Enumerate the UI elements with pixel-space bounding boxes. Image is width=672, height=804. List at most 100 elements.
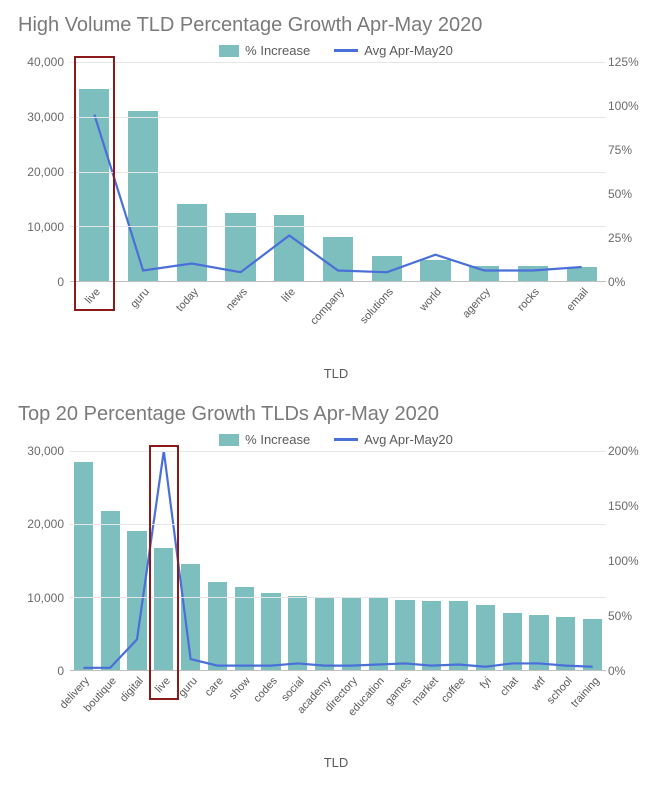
y-tick-label: 30,000 (16, 110, 64, 124)
gridline (70, 117, 606, 118)
x-tick-label: guru (128, 286, 152, 310)
legend-label: Avg Apr-May20 (364, 432, 453, 447)
y-tick-label: 10,000 (16, 220, 64, 234)
x-tick-label: email (564, 286, 591, 314)
x-tick-label: fyi (478, 675, 494, 691)
plot-area (70, 451, 606, 671)
legend-label: Avg Apr-May20 (364, 43, 453, 58)
chart-body: 010,00020,00030,00040,000 0%25%50%75%100… (16, 62, 656, 322)
legend-item-line: Avg Apr-May20 (334, 43, 453, 58)
bar (261, 593, 280, 670)
bar (342, 598, 361, 670)
x-tick-label: show (227, 675, 253, 702)
x-tick-label: care (203, 675, 226, 699)
swatch-bar-icon (219, 434, 239, 446)
x-tick-label: digital (118, 675, 146, 704)
x-tick-label: live (83, 286, 103, 306)
bar (79, 89, 109, 281)
y-tick-label: 0 (16, 664, 64, 678)
y-right-axis: 0%25%50%75%100%125% (608, 62, 656, 282)
gridline (70, 597, 606, 598)
chart-title: Top 20 Percentage Growth TLDs Apr-May 20… (18, 403, 656, 426)
bar (503, 613, 522, 670)
y-tick-label: 20,000 (16, 165, 64, 179)
bar (583, 619, 602, 670)
bar (225, 213, 255, 281)
bar (422, 601, 441, 670)
gridline (70, 451, 606, 452)
bar (449, 601, 468, 670)
bar (74, 462, 93, 670)
x-axis-title: TLD (16, 755, 656, 770)
chart-top20: Top 20 Percentage Growth TLDs Apr-May 20… (16, 403, 656, 770)
gridline (70, 172, 606, 173)
x-tick-label: solutions (358, 286, 396, 326)
bar (288, 596, 307, 670)
y-right-axis: 0%50%100%150%200% (608, 451, 656, 671)
bar (395, 600, 414, 670)
bar (369, 598, 388, 670)
x-tick-label: live (153, 675, 173, 695)
bar (529, 615, 548, 670)
x-tick-label: agency (460, 286, 493, 320)
x-tick-label: guru (176, 675, 200, 699)
x-tick-label: games (383, 675, 414, 708)
x-tick-label: world (418, 286, 445, 314)
bar (476, 605, 495, 670)
y-left-axis: 010,00020,00030,00040,000 (16, 62, 64, 282)
x-tick-label: life (280, 286, 298, 304)
plot-area (70, 62, 606, 282)
legend-item-bars: % Increase (219, 43, 310, 58)
x-tick-label: codes (251, 675, 280, 705)
chart-title: High Volume TLD Percentage Growth Apr-Ma… (18, 14, 656, 37)
x-axis-title: TLD (16, 366, 656, 381)
y-tick-label: 150% (608, 499, 656, 513)
y-tick-label: 20,000 (16, 517, 64, 531)
bar (177, 204, 207, 281)
y-tick-label: 200% (608, 444, 656, 458)
x-tick-label: training (568, 675, 601, 710)
gridline (70, 62, 606, 63)
y-tick-label: 50% (608, 187, 656, 201)
bar (274, 215, 304, 281)
y-tick-label: 0 (16, 275, 64, 289)
x-axis-labels: deliveryboutiquedigitallivegurucareshowc… (70, 671, 606, 711)
gridline (70, 226, 606, 227)
bar (567, 267, 597, 281)
bar (556, 617, 575, 670)
x-tick-label: news (223, 286, 249, 313)
legend: % Increase Avg Apr-May20 (16, 43, 656, 58)
x-axis-labels: livegurutodaynewslifecompanysolutionswor… (70, 282, 606, 322)
y-tick-label: 0% (608, 664, 656, 678)
bar (323, 237, 353, 281)
bar (518, 266, 548, 281)
bar (101, 511, 120, 670)
x-tick-label: market (409, 675, 440, 708)
y-tick-label: 25% (608, 231, 656, 245)
x-tick-label: rocks (515, 286, 542, 314)
chart-high-volume: High Volume TLD Percentage Growth Apr-Ma… (16, 14, 656, 381)
bar (128, 111, 158, 281)
x-tick-label: wtf (530, 675, 548, 693)
bar (208, 582, 227, 670)
y-tick-label: 100% (608, 99, 656, 113)
y-tick-label: 0% (608, 275, 656, 289)
x-tick-label: coffee (439, 675, 468, 705)
y-left-axis: 010,00020,00030,000 (16, 451, 64, 671)
x-tick-label: chat (498, 675, 521, 698)
bar (154, 548, 173, 670)
bar (235, 587, 254, 670)
bar (420, 260, 450, 281)
swatch-bar-icon (219, 45, 239, 57)
legend-item-bars: % Increase (219, 432, 310, 447)
legend-item-line: Avg Apr-May20 (334, 432, 453, 447)
legend-label: % Increase (245, 432, 310, 447)
y-tick-label: 40,000 (16, 55, 64, 69)
x-tick-label: today (174, 286, 201, 314)
bar (469, 266, 499, 281)
x-tick-label: company (308, 286, 347, 327)
y-tick-label: 100% (608, 554, 656, 568)
gridline (70, 524, 606, 525)
legend-label: % Increase (245, 43, 310, 58)
bar (181, 564, 200, 670)
